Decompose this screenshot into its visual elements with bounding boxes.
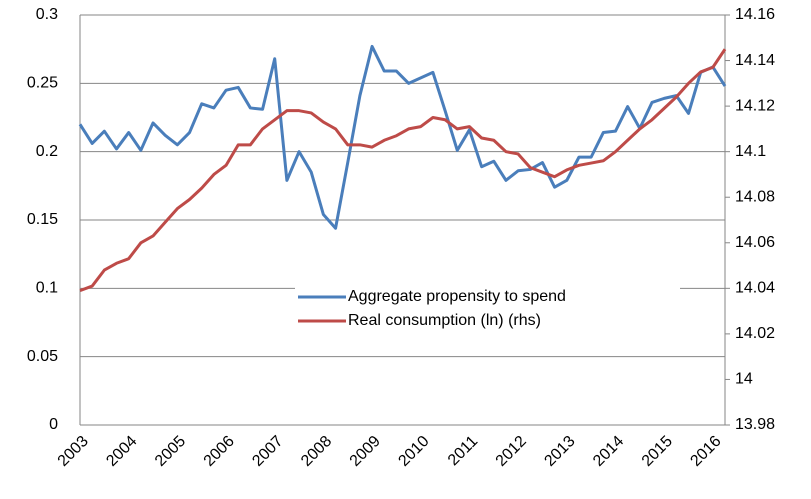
x-tick-label: 2014 [590,433,627,470]
y-tick-label: 0.05 [27,348,58,365]
y-tick-label: 0 [49,416,58,433]
legend-box [295,280,680,335]
x-tick-label: 2010 [395,433,432,470]
y2-tick-label: 14.12 [735,97,775,114]
y2-tick-label: 14.16 [735,6,775,23]
y-tick-label: 0.1 [36,280,58,297]
x-tick-label: 2005 [152,433,189,470]
x-tick-label: 2013 [541,433,578,470]
y-tick-label: 0.3 [36,6,58,23]
x-tick-label: 2012 [493,433,530,470]
x-tick-label: 2011 [445,433,481,469]
y-tick-label: 0.25 [27,75,58,92]
x-tick-label: 2006 [201,433,238,470]
series-line [79,48,727,293]
y2-tick-label: 14 [735,371,753,388]
y2-tick-label: 14.02 [735,325,775,342]
x-tick-label: 2003 [55,433,92,470]
y2-tick-label: 13.98 [735,416,775,433]
y2-tick-label: 14.08 [735,188,775,205]
y2-tick-label: 14.06 [735,234,775,251]
x-tick-label: 2007 [249,433,286,470]
x-tick-label: 2015 [639,433,676,470]
y-tick-label: 0.2 [36,143,58,160]
y2-tick-label: 14.04 [735,280,775,297]
legend-label: Real consumption (ln) (rhs) [348,312,541,329]
x-tick-label: 2008 [298,433,335,470]
x-tick-label: 2004 [103,433,140,470]
x-tick-label: 2016 [687,433,724,470]
y2-tick-label: 14.14 [735,52,775,69]
y2-tick-label: 14.1 [735,143,766,160]
series-line [78,44,727,230]
y-tick-label: 0.15 [27,211,58,228]
x-tick-label: 2009 [347,433,384,470]
legend-label: Aggregate propensity to spend [348,288,566,305]
